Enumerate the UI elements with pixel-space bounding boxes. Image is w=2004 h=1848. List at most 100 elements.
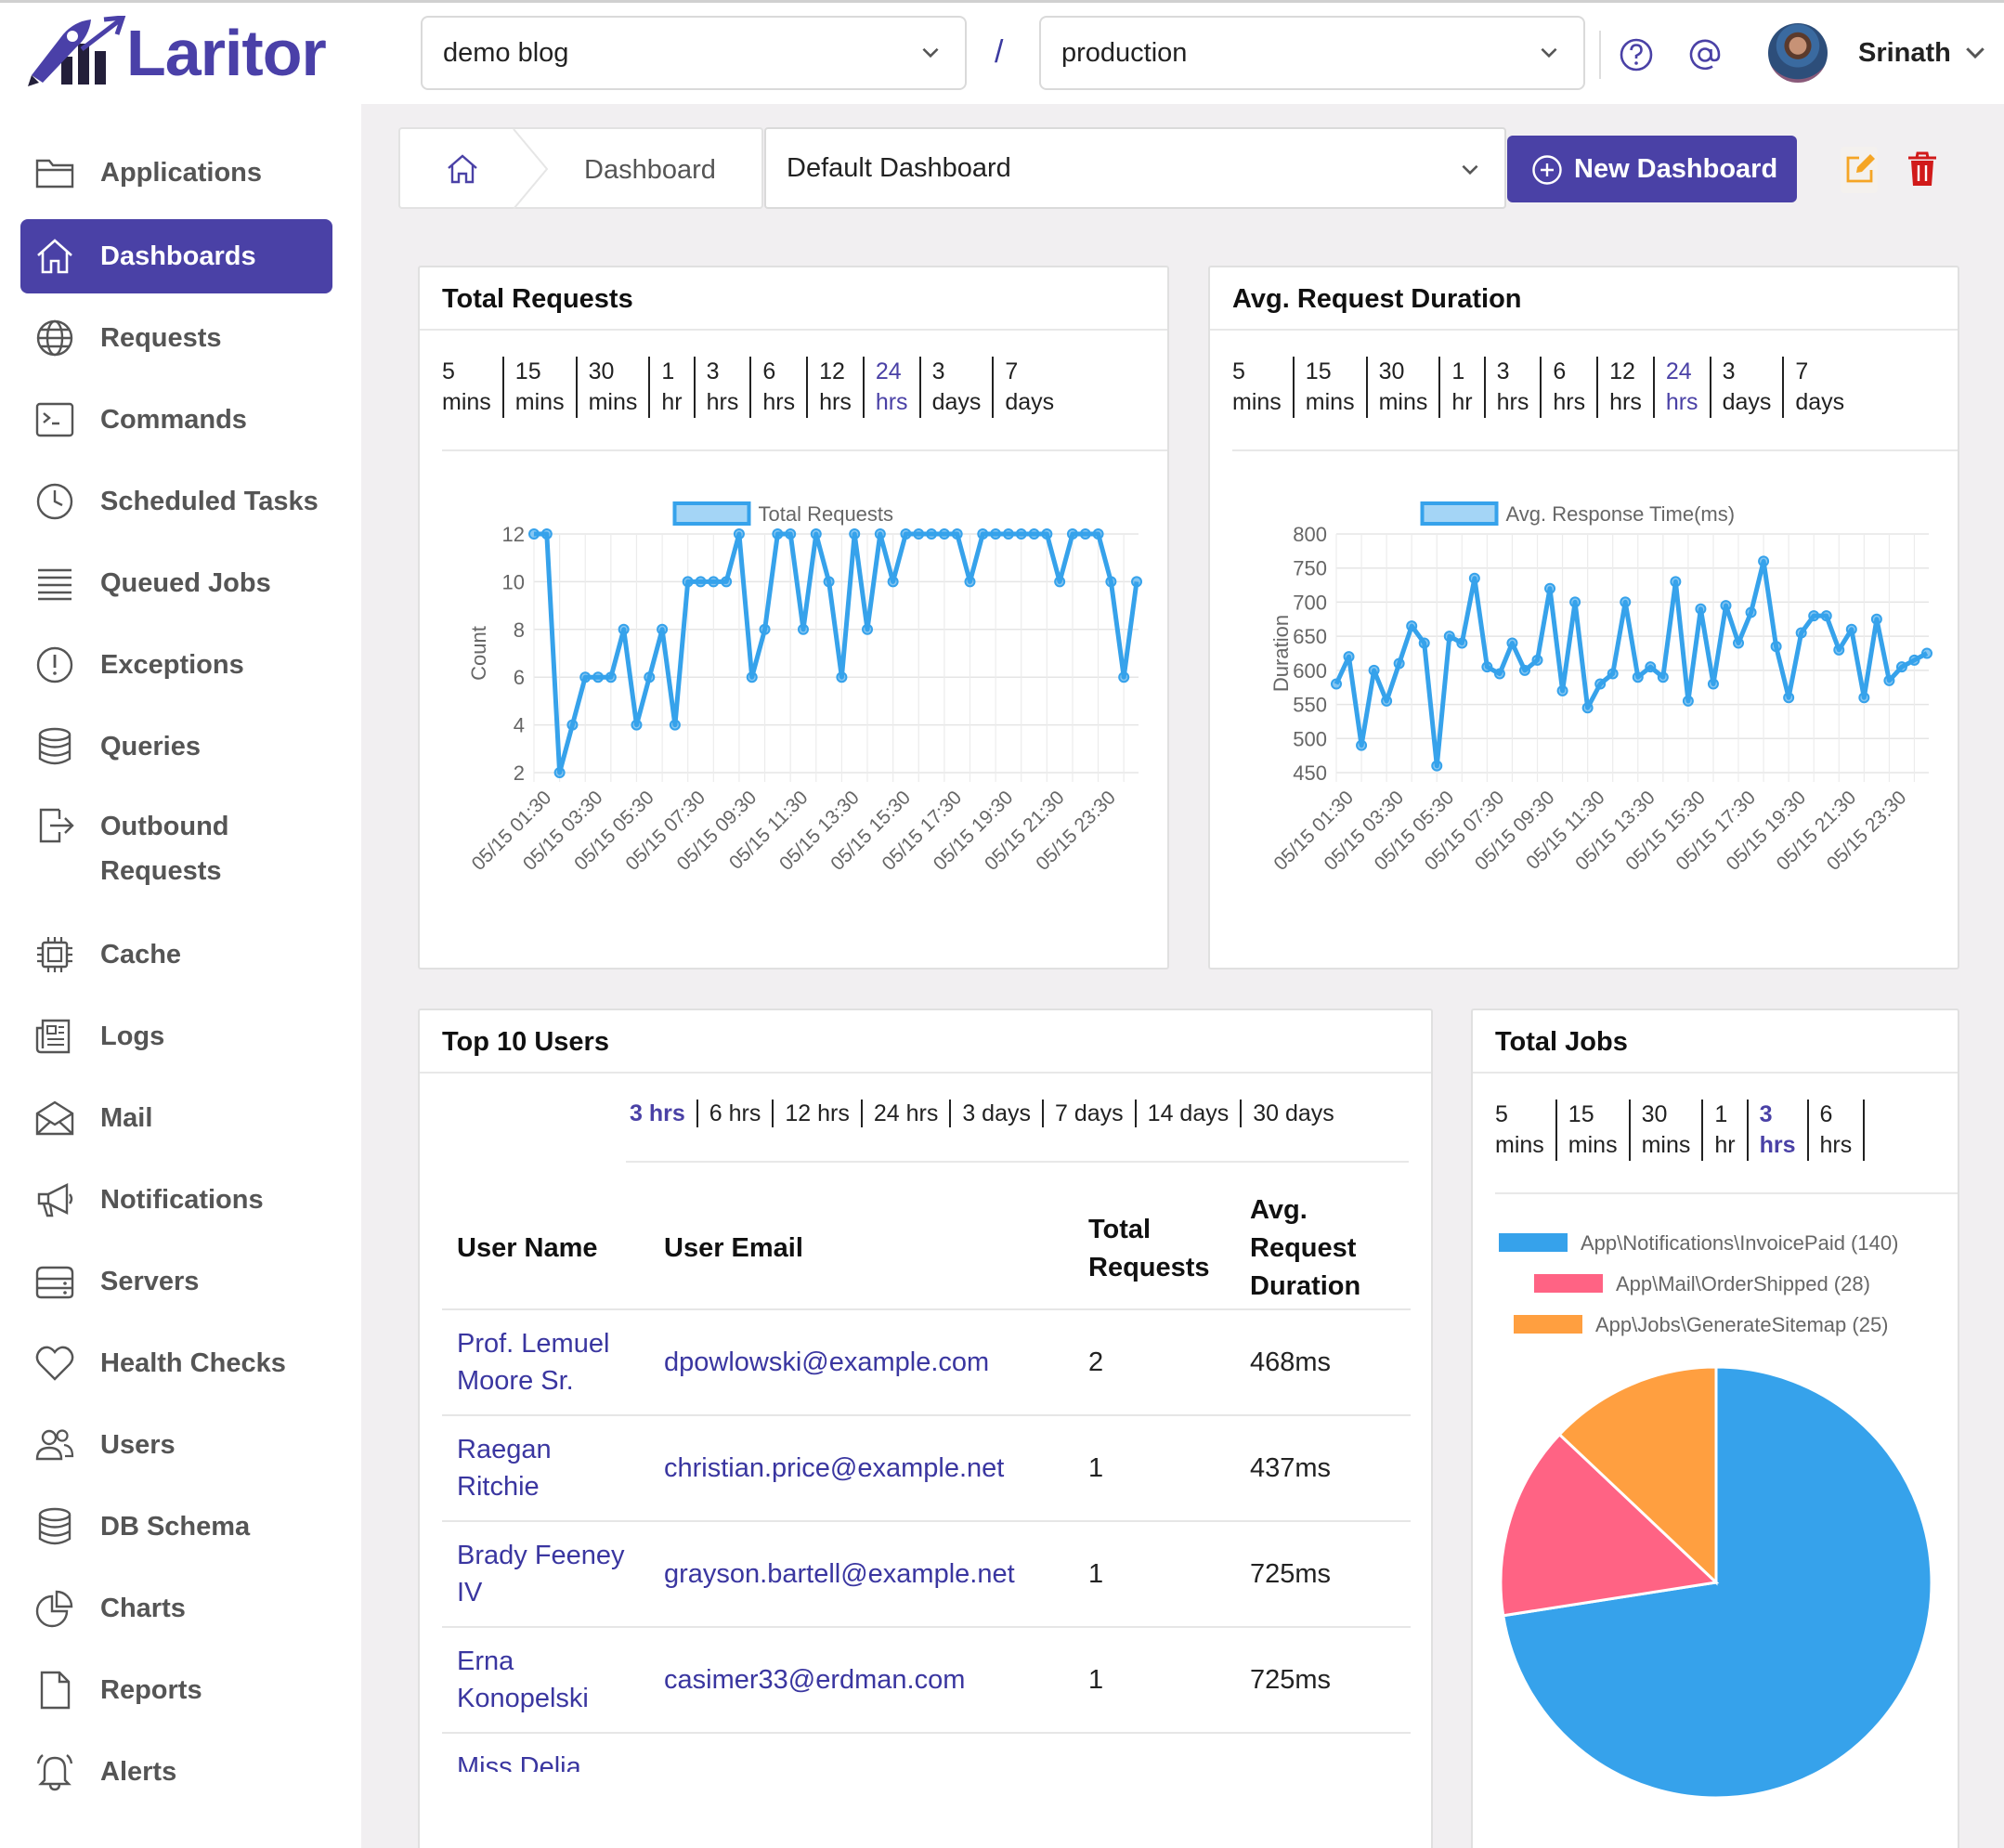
laritor-logo[interactable]: Laritor xyxy=(26,16,332,90)
sidebar-item-alerts[interactable]: Alerts xyxy=(20,1735,332,1809)
range-tab-24-hrs[interactable]: 24 hrs xyxy=(865,357,921,418)
range-tab-5-mins[interactable]: 5 mins xyxy=(1221,357,1295,418)
sidebar-item-users[interactable]: Users xyxy=(20,1408,332,1482)
help-icon[interactable] xyxy=(1618,36,1655,73)
data-point xyxy=(592,671,605,683)
sidebar-item-cache[interactable]: Cache xyxy=(20,917,332,992)
user-avatar[interactable] xyxy=(1768,23,1828,83)
range-tab-3-hrs[interactable]: 3 hrs xyxy=(696,357,752,418)
sidebar-item-label: Users xyxy=(100,1430,176,1460)
range-tab-30-mins[interactable]: 30 mins xyxy=(578,357,651,418)
range-tab-7-days[interactable]: 7 days xyxy=(1044,1100,1137,1127)
sidebar-item-requests[interactable]: Requests xyxy=(20,301,332,375)
user-name-link[interactable]: Erna Konopelski xyxy=(442,1626,649,1733)
range-tab-3-days[interactable]: 3 days xyxy=(1711,357,1785,418)
user-email-link[interactable]: christian.price@example.net xyxy=(649,1414,1074,1521)
dashboard-select[interactable]: Default Dashboard xyxy=(764,127,1506,209)
range-tab-12-hrs[interactable]: 12 hrs xyxy=(808,357,865,418)
sidebar-item-commands[interactable]: Commands xyxy=(20,383,332,457)
range-tab-3-hrs[interactable]: 3 hrs xyxy=(1749,1100,1809,1161)
range-tab-15-mins[interactable]: 15 mins xyxy=(1295,357,1368,418)
range-tab-unit: hrs xyxy=(875,389,908,415)
range-tab-5-mins[interactable]: 5 mins xyxy=(431,357,504,418)
range-tab-3-days[interactable]: 3 days xyxy=(951,1100,1044,1127)
col-total-requests[interactable]: Total Requests xyxy=(1074,1189,1235,1309)
alert-circle-icon xyxy=(36,646,73,683)
user-email-link[interactable]: grayson.bartell@example.net xyxy=(649,1520,1074,1627)
at-sign-icon[interactable] xyxy=(1686,36,1724,73)
col-user-email[interactable]: User Email xyxy=(664,1233,803,1263)
sidebar-item-exceptions[interactable]: Exceptions xyxy=(20,628,332,702)
home-icon[interactable] xyxy=(445,151,480,187)
range-tab-7-days[interactable]: 7 days xyxy=(994,357,1065,418)
project-select[interactable]: demo blog xyxy=(421,16,967,90)
range-tab-value: 30 xyxy=(1378,358,1405,384)
user-email-link[interactable] xyxy=(649,1732,1074,1772)
range-tab-30-mins[interactable]: 30 mins xyxy=(1368,357,1441,418)
edit-dashboard-button[interactable] xyxy=(1841,147,1878,193)
sidebar-item-mail[interactable]: Mail xyxy=(20,1081,332,1155)
range-tab-5-mins[interactable]: 5 mins xyxy=(1484,1100,1557,1161)
user-name[interactable]: Srinath xyxy=(1858,38,1951,68)
range-tab-30-days[interactable]: 30 days xyxy=(1253,1100,1334,1126)
range-tab-6-hrs[interactable]: 6 hrs xyxy=(1542,357,1599,418)
user-email-link[interactable]: dpowlowski@example.com xyxy=(649,1308,1074,1415)
sidebar-item-applications[interactable]: Applications xyxy=(20,136,332,210)
range-tab-15-mins[interactable]: 15 mins xyxy=(504,357,578,418)
col-avg-duration[interactable]: Avg. Request Duration xyxy=(1235,1189,1411,1309)
sidebar-item-db-schema[interactable]: DB Schema xyxy=(20,1490,332,1564)
user-name-link[interactable]: Prof. Lemuel Moore Sr. xyxy=(442,1308,649,1415)
chevron-down-icon[interactable] xyxy=(1961,38,1989,66)
user-email-link[interactable]: casimer33@erdman.com xyxy=(649,1626,1074,1733)
range-tab-12-hrs[interactable]: 12 hrs xyxy=(1598,357,1655,418)
data-point xyxy=(1066,528,1078,540)
range-tab-7-days[interactable]: 7 days xyxy=(1784,357,1855,418)
range-tab-6-hrs[interactable]: 6 hrs xyxy=(698,1100,774,1127)
range-tab-3-hrs[interactable]: 3 hrs xyxy=(618,1100,698,1127)
data-point xyxy=(926,528,938,540)
sidebar-item-queued-jobs[interactable]: Queued Jobs xyxy=(20,546,332,620)
trash-icon[interactable] xyxy=(1906,150,1939,188)
table-row: Raegan Ritchie christian.price@example.ne… xyxy=(442,1414,1411,1521)
range-tab-1-hr[interactable]: 1 hr xyxy=(1440,357,1486,418)
sidebar-item-logs[interactable]: Logs xyxy=(20,999,332,1074)
range-tab-1-hr[interactable]: 1 hr xyxy=(650,357,696,418)
heart-icon xyxy=(35,1346,74,1381)
sidebar-item-reports[interactable]: Reports xyxy=(20,1653,332,1727)
sidebar-item-dashboards[interactable]: Dashboards xyxy=(20,219,332,293)
range-tab-30-mins[interactable]: 30 mins xyxy=(1631,1100,1704,1161)
sidebar-item-queries[interactable]: Queries xyxy=(20,709,332,784)
sidebar-item-scheduled-tasks[interactable]: Scheduled Tasks xyxy=(20,464,332,539)
sidebar-item-outbound-requests[interactable]: Outbound Requests xyxy=(20,791,332,888)
user-name-link[interactable]: Miss Delia xyxy=(442,1732,649,1772)
sidebar-item-label: Charts xyxy=(100,1594,186,1623)
sidebar-item-servers[interactable]: Servers xyxy=(20,1244,332,1319)
sidebar-item-notifications[interactable]: Notifications xyxy=(20,1163,332,1237)
range-tab-1-hr[interactable]: 1 hr xyxy=(1703,1100,1749,1161)
series-line xyxy=(534,531,1139,775)
card-title: Top 10 Users xyxy=(442,1027,609,1057)
range-tab-14-days[interactable]: 14 days xyxy=(1137,1100,1243,1127)
database-icon xyxy=(38,727,72,765)
project-env-separator: / xyxy=(995,34,1004,70)
range-tab-6-hrs[interactable]: 6 hrs xyxy=(751,357,809,418)
range-tab-unit: hrs xyxy=(706,389,739,415)
user-name-link[interactable]: Brady Feeney IV xyxy=(442,1520,649,1627)
range-tab-3-days[interactable]: 3 days xyxy=(921,357,995,418)
range-tab-15-mins[interactable]: 15 mins xyxy=(1557,1100,1631,1161)
range-tab-6-hrs[interactable]: 6 hrs xyxy=(1809,1100,1866,1161)
col-user-name[interactable]: User Name xyxy=(457,1233,598,1263)
user-name-link[interactable]: Raegan Ritchie xyxy=(442,1414,649,1521)
new-dashboard-button[interactable]: New Dashboard xyxy=(1507,136,1797,202)
range-tab-value: 7 xyxy=(1795,358,1809,384)
range-tab-12-hrs[interactable]: 12 hrs xyxy=(774,1100,863,1127)
sidebar-item-health-checks[interactable]: Health Checks xyxy=(20,1326,332,1400)
data-point xyxy=(1845,623,1857,635)
range-tab-24-hrs[interactable]: 24 hrs xyxy=(863,1100,952,1127)
range-tab-3-hrs[interactable]: 3 hrs xyxy=(1486,357,1542,418)
range-tab-24-hrs[interactable]: 24 hrs xyxy=(1655,357,1711,418)
data-point xyxy=(1783,692,1795,704)
legend-swatch xyxy=(1534,1274,1603,1293)
environment-select[interactable]: production xyxy=(1039,16,1585,90)
sidebar-item-charts[interactable]: Charts xyxy=(20,1571,332,1646)
